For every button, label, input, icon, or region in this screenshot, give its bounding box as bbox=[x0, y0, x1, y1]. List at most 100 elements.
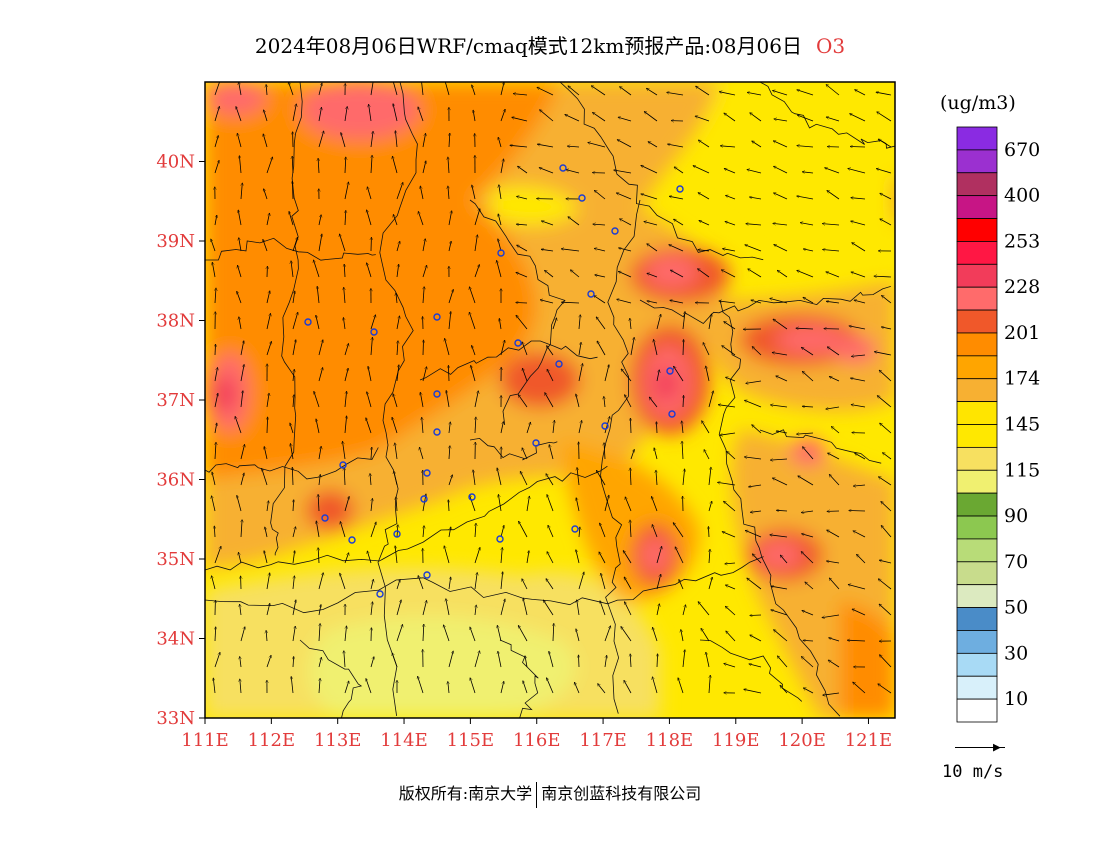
wind-arrow bbox=[604, 365, 609, 382]
wind-arrow bbox=[561, 302, 580, 303]
wind-arrow bbox=[370, 474, 371, 486]
wind-arrow bbox=[879, 370, 892, 382]
wind-arrow bbox=[644, 222, 658, 226]
wind-arrow bbox=[212, 472, 216, 486]
wind-arrow bbox=[549, 651, 554, 668]
wind-arrow bbox=[641, 194, 658, 200]
colorbar-label: 30 bbox=[1004, 642, 1028, 664]
wind-arrow bbox=[519, 521, 528, 538]
colorbar-label: 145 bbox=[1004, 414, 1040, 436]
wind-arrow bbox=[396, 365, 399, 382]
wind-arrow bbox=[392, 653, 398, 668]
wind-arrow bbox=[777, 656, 788, 668]
wind-arrow bbox=[512, 117, 528, 122]
wind-arrow bbox=[214, 136, 218, 148]
wind-arrow bbox=[876, 92, 892, 96]
wind-arrow bbox=[290, 444, 294, 460]
wind-arrow bbox=[596, 317, 606, 330]
wind-arrow bbox=[618, 117, 632, 122]
wind-arrow bbox=[595, 275, 606, 278]
wind-arrow bbox=[853, 485, 866, 486]
y-tick-label: 36N bbox=[156, 470, 195, 491]
wind-arrow bbox=[616, 193, 632, 200]
wind-arrow bbox=[770, 459, 788, 460]
wind-arrow bbox=[708, 314, 712, 330]
wind-arrow bbox=[682, 469, 685, 486]
wind-arrow bbox=[392, 156, 398, 174]
wind-arrow bbox=[292, 467, 293, 486]
legend-unit: (ug/m3) bbox=[940, 92, 1016, 114]
wind-arrow bbox=[214, 546, 221, 564]
wind-arrow bbox=[289, 82, 294, 96]
wind-arrow bbox=[854, 300, 866, 304]
province-border bbox=[299, 639, 363, 718]
wind-arrow bbox=[541, 249, 554, 252]
wind-arrow bbox=[827, 347, 840, 356]
wind-arrow bbox=[699, 221, 710, 226]
colorbar-swatch bbox=[956, 378, 998, 403]
wind-arrow bbox=[469, 287, 476, 304]
wind-arrow bbox=[797, 90, 814, 96]
wind-arrow bbox=[344, 344, 349, 356]
wind-arrow bbox=[340, 573, 346, 590]
wind-arrow bbox=[773, 223, 788, 226]
wind-arrow bbox=[750, 635, 762, 642]
wind-arrow bbox=[718, 405, 736, 408]
wind-arrow bbox=[708, 467, 711, 486]
wind-arrow bbox=[797, 115, 814, 122]
wind-arrow bbox=[604, 443, 605, 460]
wind-arrow bbox=[656, 422, 657, 434]
wind-arrow bbox=[600, 523, 606, 538]
wind-arrow bbox=[449, 133, 450, 148]
colorbar-label: 400 bbox=[1004, 185, 1040, 207]
wind-arrow bbox=[264, 189, 268, 200]
wind-arrow bbox=[596, 470, 606, 486]
x-tick-label: 118E bbox=[646, 730, 694, 751]
concentration-field bbox=[205, 82, 895, 718]
wind-arrow bbox=[293, 395, 294, 408]
hotspot-east-core bbox=[654, 366, 678, 402]
wind-arrow bbox=[829, 578, 840, 590]
wind-arrow bbox=[266, 213, 270, 226]
concentration-shading bbox=[205, 82, 895, 718]
wind-arrow bbox=[474, 651, 480, 668]
wind-arrow bbox=[497, 468, 502, 486]
copyright-separator bbox=[536, 781, 538, 808]
wind-arrow bbox=[647, 244, 658, 252]
reference-vector-arrowhead: ▶ bbox=[993, 740, 1001, 755]
wind-arrow bbox=[880, 423, 892, 434]
wind-arrow bbox=[675, 547, 684, 564]
wind-arrow bbox=[674, 366, 684, 382]
region-145-northeast bbox=[712, 82, 895, 270]
wind-arrow bbox=[579, 315, 580, 330]
wind-arrow bbox=[604, 626, 611, 642]
colorbar-swatch bbox=[956, 538, 998, 563]
wind-arrow bbox=[474, 265, 479, 278]
wind-arrow bbox=[570, 270, 580, 278]
wind-arrow bbox=[798, 476, 814, 486]
wind-arrow bbox=[448, 527, 451, 538]
wind-arrow bbox=[674, 219, 684, 226]
wind-arrow bbox=[547, 678, 554, 694]
wind-arrow bbox=[449, 422, 450, 434]
wind-arrow bbox=[723, 249, 736, 252]
wind-arrow bbox=[693, 166, 710, 174]
wind-arrow bbox=[344, 681, 349, 694]
wind-arrow bbox=[719, 92, 736, 96]
wind-arrow bbox=[752, 554, 762, 564]
wind-arrow bbox=[630, 654, 631, 668]
wind-arrow bbox=[577, 600, 580, 616]
wind-arrow bbox=[749, 664, 762, 668]
wind-arrow bbox=[470, 678, 476, 694]
wind-arrow bbox=[630, 449, 634, 460]
wind-arrow bbox=[472, 185, 476, 200]
wind-arrow bbox=[855, 453, 866, 460]
wind-arrow bbox=[878, 139, 892, 148]
wind-arrow bbox=[682, 605, 686, 616]
wind-arrow bbox=[619, 248, 632, 252]
wind-arrow bbox=[421, 82, 424, 96]
wind-arrow bbox=[698, 269, 710, 278]
wind-arrow bbox=[744, 689, 762, 694]
wind-arrow bbox=[265, 527, 268, 538]
wind-arrow bbox=[498, 137, 502, 148]
